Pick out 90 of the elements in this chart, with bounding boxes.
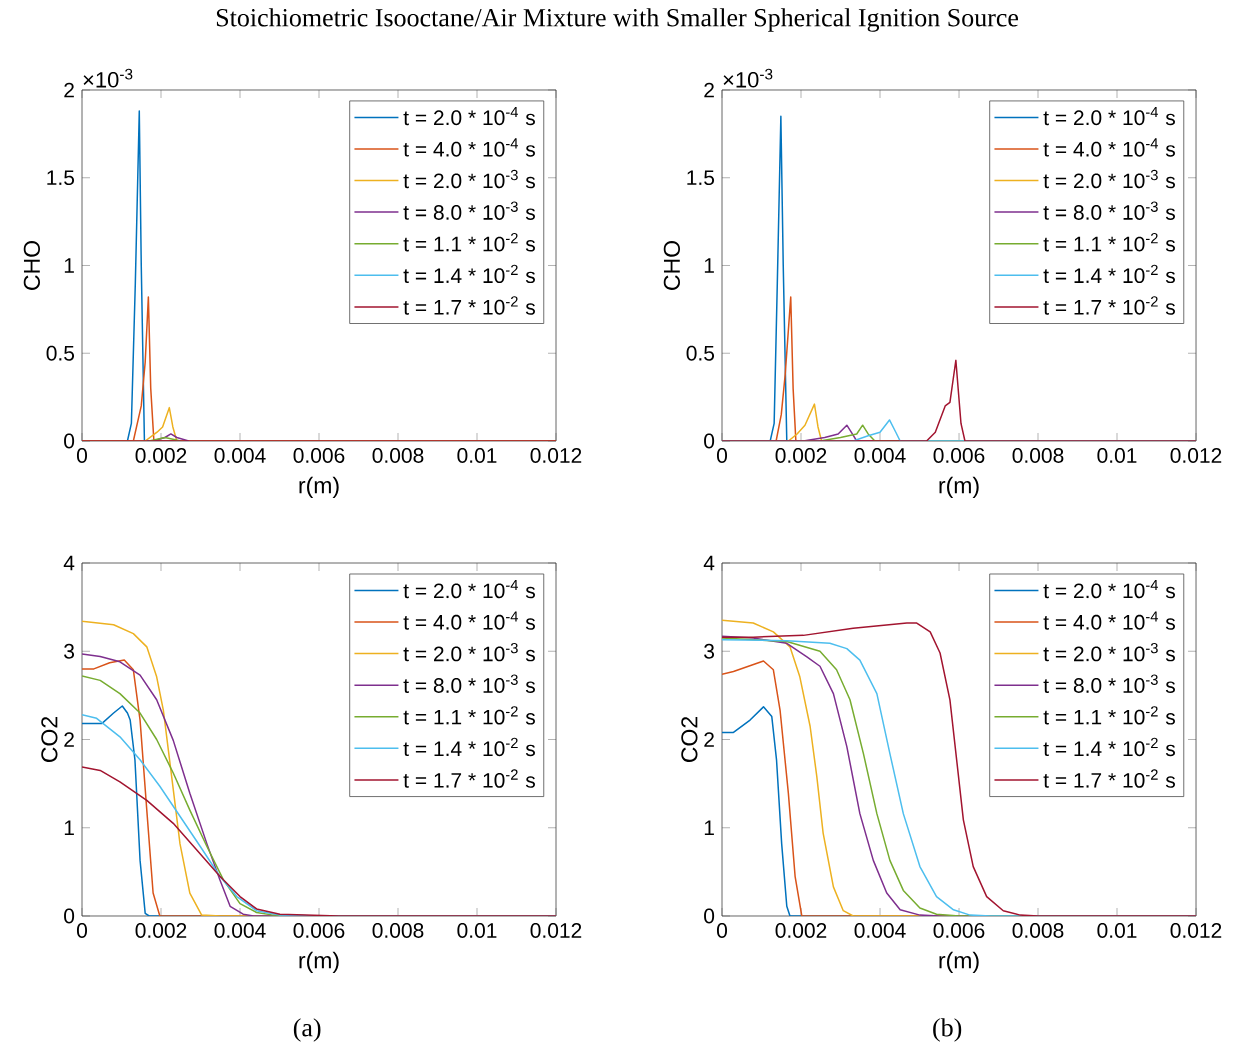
y-tick-label: 3	[704, 643, 715, 659]
x-tick-label: 0.006	[933, 448, 985, 463]
x-tick-label: 0.002	[135, 923, 187, 938]
x-tick-label: 0.008	[1012, 923, 1064, 938]
x-axis-title: r(m)	[939, 476, 979, 499]
x-axis-title: r(m)	[299, 476, 339, 499]
legend-label: t = 1.7 * 10$^{-2}$ s	[1043, 769, 1175, 788]
legend-label: t = 4.0 * 10$^{-4}$ s	[1043, 138, 1175, 157]
x-tick-label: 0	[716, 448, 728, 463]
y-tick-label: 1	[64, 820, 74, 835]
legend-label: t = 2.0 * 10$^{-4}$ s	[403, 579, 535, 599]
line-series	[82, 766, 557, 916]
x-tick-label: 0.002	[775, 923, 827, 938]
y-axis-title: CHO	[23, 241, 41, 290]
legend-label: t = 1.1 * 10$^{-2}$ s	[1043, 706, 1175, 725]
legend-label: t = 1.7 * 10$^{-2}$ s	[403, 296, 535, 315]
x-axis-title: r(m)	[939, 951, 979, 974]
x-tick-label: 0.008	[372, 923, 424, 938]
x-tick-label: 0	[716, 923, 728, 938]
x-tick-label: 0.004	[854, 923, 906, 938]
legend-label: t = 8.0 * 10$^{-3}$ s	[1043, 201, 1175, 220]
x-tick-label: 0.002	[775, 448, 827, 463]
text: ×10$^{-3}$	[83, 68, 133, 88]
text: (b)	[933, 1018, 962, 1042]
legend-label: t = 1.4 * 10$^{-2}$ s	[403, 264, 535, 284]
legend-label: t = 2.0 * 10$^{-3}$ s	[1043, 169, 1175, 189]
y-tick-label: 1.5	[687, 170, 715, 186]
y-tick-label: 1.5	[47, 170, 75, 186]
legend-label: t = 1.7 * 10$^{-2}$ s	[1043, 296, 1175, 315]
legend-label: t = 4.0 * 10$^{-4}$ s	[403, 611, 535, 630]
y-tick-label: 4	[703, 555, 715, 571]
y-tick-label: 2	[64, 732, 74, 747]
x-tick-label: 0.01	[457, 923, 497, 938]
legend-label: t = 4.0 * 10$^{-4}$ s	[1043, 611, 1175, 630]
legend-label: t = 1.4 * 10$^{-2}$ s	[403, 737, 535, 757]
x-tick-label: 0.008	[1012, 448, 1064, 463]
legend-label: t = 1.4 * 10$^{-2}$ s	[1043, 264, 1175, 284]
text: (a)	[293, 1018, 321, 1042]
x-axis-title: r(m)	[299, 951, 339, 974]
legend-label: t = 1.1 * 10$^{-2}$ s	[403, 233, 535, 252]
x-tick-label: 0.006	[293, 448, 345, 463]
legend-label: t = 1.1 * 10$^{-2}$ s	[403, 706, 535, 725]
x-tick-label: 0.002	[135, 448, 187, 463]
y-axis-title: CHO	[663, 241, 681, 290]
legend-label: t = 2.0 * 10$^{-3}$ s	[403, 169, 535, 189]
legend-label: t = 4.0 * 10$^{-4}$ s	[403, 138, 535, 157]
x-tick-label: 0.012	[530, 923, 582, 938]
legend-label: t = 8.0 * 10$^{-3}$ s	[403, 674, 535, 693]
x-tick-label: 0.01	[1097, 448, 1137, 463]
x-tick-label: 0	[76, 448, 88, 463]
x-tick-label: 0	[76, 923, 88, 938]
x-tick-label: 0.006	[933, 923, 985, 938]
y-tick-label: 3	[64, 643, 75, 659]
x-tick-label: 0.012	[1170, 923, 1222, 938]
x-tick-label: 0.008	[372, 448, 424, 463]
y-tick-label: 0	[704, 908, 715, 924]
y-tick-label: 2	[704, 732, 714, 747]
y-tick-label: 0	[64, 908, 75, 924]
x-tick-label: 0.006	[293, 923, 345, 938]
legend-label: t = 8.0 * 10$^{-3}$ s	[403, 201, 535, 220]
text: ×10$^{-3}$	[723, 68, 773, 88]
legend-label: t = 1.7 * 10$^{-2}$ s	[403, 769, 535, 788]
y-tick-label: 1	[64, 258, 74, 273]
x-tick-label: 0.01	[1097, 923, 1137, 938]
legend-label: t = 2.0 * 10$^{-4}$ s	[403, 106, 535, 126]
x-tick-label: 0.004	[854, 448, 906, 463]
y-tick-label: 4	[63, 555, 75, 571]
x-tick-label: 0.004	[214, 448, 266, 463]
x-tick-label: 0.012	[1170, 448, 1222, 463]
y-tick-label: 0.5	[686, 345, 715, 361]
y-axis-title: CO2	[681, 717, 698, 762]
y-tick-label: 0.5	[46, 345, 75, 361]
y-axis-title: CO2	[41, 717, 58, 762]
legend-label: t = 2.0 * 10$^{-3}$ s	[1043, 642, 1175, 662]
legend-label: t = 2.0 * 10$^{-4}$ s	[1043, 106, 1175, 126]
legend-label: t = 8.0 * 10$^{-3}$ s	[1043, 674, 1175, 693]
y-tick-label: 1	[704, 258, 714, 273]
legend-label: t = 2.0 * 10$^{-3}$ s	[403, 642, 535, 662]
y-tick-label: 0	[64, 433, 75, 449]
legend-label: t = 2.0 * 10$^{-4}$ s	[1043, 579, 1175, 599]
x-tick-label: 0.012	[530, 448, 582, 463]
legend-label: t = 1.1 * 10$^{-2}$ s	[1043, 233, 1175, 252]
y-tick-label: 0	[704, 433, 715, 449]
x-tick-label: 0.01	[457, 448, 497, 463]
legend-label: t = 1.4 * 10$^{-2}$ s	[1043, 737, 1175, 757]
y-tick-label: 2	[64, 82, 74, 98]
y-tick-label: 1	[704, 820, 714, 835]
x-tick-label: 0.004	[214, 923, 266, 938]
text: Stoichiometric Isooctane/Air Mixture with Smaller Spherical Ignition Source	[216, 8, 1019, 32]
y-tick-label: 2	[704, 82, 714, 98]
